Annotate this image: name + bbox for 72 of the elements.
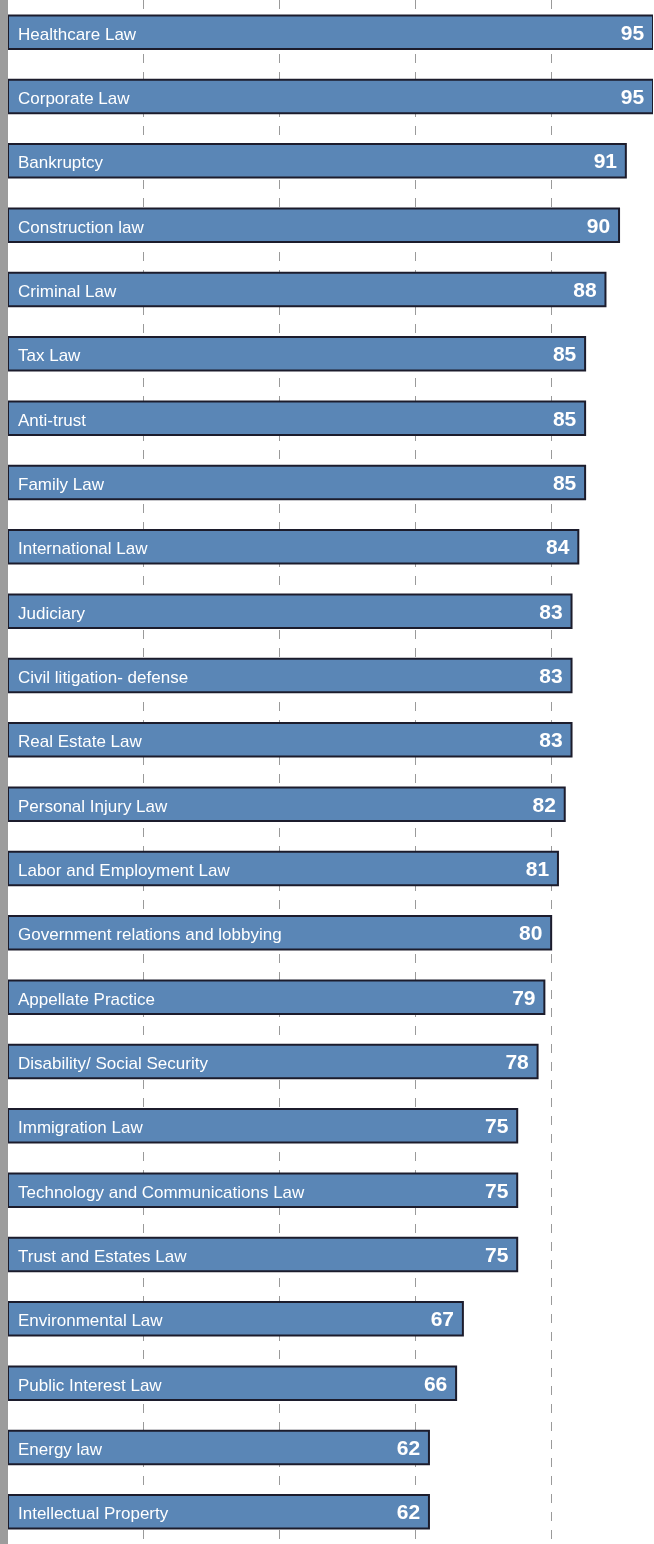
y-tick-label: Bankruptcy [18, 153, 104, 172]
bar [8, 1301, 464, 1337]
y-tick-label: International Law [18, 539, 149, 558]
y-tick-label: Anti-trust [18, 411, 87, 430]
bar [8, 271, 607, 308]
data-label: 83 [539, 728, 563, 752]
data-label: 95 [620, 20, 645, 44]
bar [8, 529, 580, 565]
y-tick-label: Public Interest Law [18, 1376, 163, 1395]
y-tick-label: Personal Injury Law [18, 797, 169, 816]
y-tick-label: Criminal Law [18, 282, 117, 301]
bar [8, 143, 627, 179]
bar [8, 400, 587, 436]
bar [8, 1043, 539, 1080]
bar [8, 915, 553, 951]
data-label: 88 [573, 278, 597, 301]
y-tick-label: Technology and Communications Law [18, 1183, 306, 1202]
y-tick-label: Corporate Law [18, 89, 131, 108]
bar [8, 1236, 519, 1273]
data-label: 66 [423, 1371, 448, 1395]
y-tick-label: Family Law [18, 475, 105, 494]
data-label: 83 [539, 599, 563, 623]
data-label: 67 [430, 1307, 455, 1331]
bar [8, 464, 587, 501]
data-label: 80 [518, 921, 543, 945]
bar [8, 1172, 519, 1208]
bar [8, 786, 566, 822]
data-label: 91 [593, 149, 618, 173]
y-tick-label: Disability/ Social Security [18, 1054, 209, 1073]
bar [8, 336, 587, 372]
y-tick-label: Real Estate Law [18, 732, 143, 751]
data-label: 95 [620, 85, 645, 108]
bar [8, 1365, 458, 1401]
data-label: 62 [396, 1436, 421, 1459]
y-tick-label: Construction law [18, 218, 145, 237]
bar [8, 1429, 430, 1466]
bar [8, 593, 573, 629]
data-label: 85 [552, 406, 577, 430]
y-tick-label: Judiciary [18, 604, 86, 623]
bar [8, 979, 546, 1015]
y-tick-label: Tax Law [18, 346, 82, 365]
data-label: 78 [505, 1050, 530, 1073]
bar [8, 207, 621, 243]
bar [8, 1494, 430, 1530]
data-label: 75 [485, 1114, 509, 1138]
data-label: 84 [546, 535, 570, 559]
y-tick-label: Labor and Employment Law [18, 861, 231, 880]
y-tick-label: Government relations and lobbying [18, 925, 282, 944]
y-tick-label: Trust and Estates Law [18, 1247, 188, 1266]
bar [8, 1108, 519, 1144]
data-label: 75 [485, 1243, 509, 1266]
data-label: 81 [525, 857, 550, 880]
data-label: 83 [539, 664, 563, 687]
bar [8, 78, 653, 115]
data-label: 82 [532, 792, 556, 816]
bar [8, 850, 559, 887]
y-tick-label: Civil litigation- defense [18, 668, 189, 687]
data-label: 90 [586, 213, 611, 237]
data-label: 85 [552, 471, 577, 494]
bar [8, 657, 573, 694]
data-label: 85 [552, 342, 577, 366]
y-tick-label: Energy law [18, 1440, 103, 1459]
y-tick-label: Healthcare Law [18, 25, 137, 44]
bar [8, 722, 573, 758]
data-label: 62 [396, 1500, 421, 1524]
y-tick-label: Intellectual Property [18, 1504, 169, 1523]
data-label: 79 [512, 985, 536, 1009]
y-tick-label: Immigration Law [18, 1118, 144, 1137]
bar [8, 14, 653, 50]
y-tick-label: Environmental Law [18, 1311, 164, 1330]
data-label: 75 [485, 1178, 509, 1202]
y-tick-label: Appellate Practice [18, 990, 156, 1009]
